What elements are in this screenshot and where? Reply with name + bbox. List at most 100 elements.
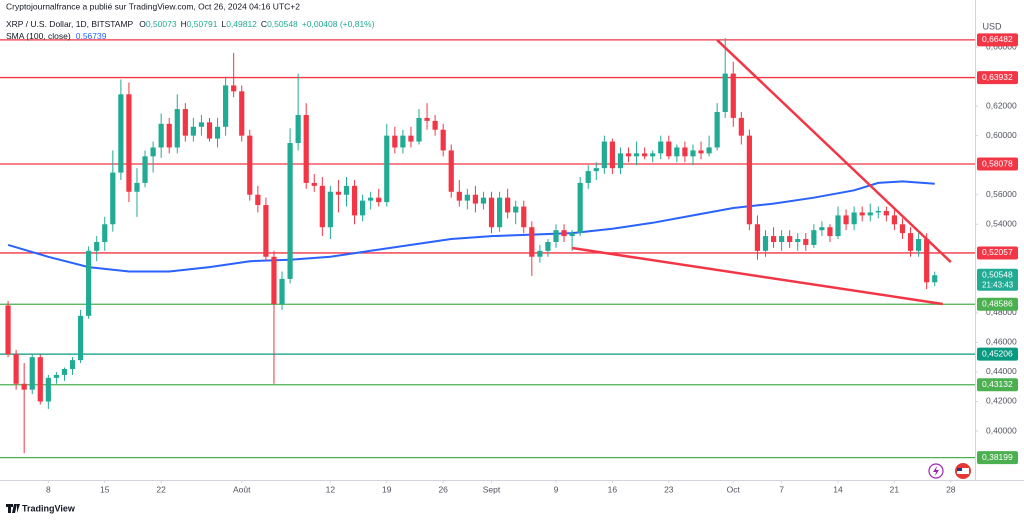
y-tick-label: 0,40000 — [986, 425, 1017, 435]
symbol: XRP / U.S. Dollar, 1D, BITSTAMP — [6, 19, 134, 29]
level-label-box — [977, 33, 1018, 47]
y-tick-label: 0,56000 — [986, 189, 1017, 199]
candle-body — [891, 215, 898, 225]
legend-symbol-line: XRP / U.S. Dollar, 1D, BITSTAMP O0,50073 H… — [6, 19, 375, 29]
candle-body — [625, 153, 632, 157]
candle-body — [231, 85, 237, 92]
candle-body — [5, 305, 11, 355]
candle-body — [932, 275, 938, 283]
level-label: 0,66482 — [982, 34, 1013, 44]
candle-body — [577, 182, 583, 234]
x-tick-label: 16 — [608, 484, 618, 494]
level-label: 0,43132 — [982, 379, 1013, 389]
x-tick-label: 15 — [100, 484, 110, 494]
candle-body — [102, 224, 108, 242]
footer-brand: TradingView — [22, 503, 76, 513]
ohlc-key: L — [221, 19, 226, 29]
candle-body — [69, 360, 76, 370]
candle-body — [214, 126, 221, 139]
candle-body — [851, 212, 857, 225]
candle-body — [464, 194, 470, 201]
candle-body — [650, 153, 656, 157]
candle-body — [795, 239, 801, 242]
level-label-box — [977, 246, 1018, 260]
candle-body — [384, 135, 390, 203]
ohlc-key: H — [181, 19, 187, 29]
candle-body — [448, 150, 454, 192]
candle-body — [875, 210, 881, 213]
candle-body — [239, 91, 245, 136]
lightning-icon[interactable] — [928, 463, 944, 479]
y-tick-label: 0,46000 — [986, 337, 1017, 347]
candle-body — [37, 357, 43, 402]
ohlc-value: 0,49812 — [226, 19, 257, 29]
candle-body — [440, 129, 446, 151]
candle-body — [561, 230, 567, 237]
level-label-box — [977, 347, 1018, 361]
x-tick-label: Août — [233, 484, 251, 494]
candle-body — [424, 117, 430, 121]
candle-body — [53, 374, 60, 378]
ohlc-value: 0,50073 — [146, 19, 177, 29]
candle-body — [13, 354, 19, 384]
x-tick-label: 8 — [46, 484, 51, 494]
x-tick-label: 21 — [890, 484, 900, 494]
candle-body — [255, 194, 261, 206]
level-label: 0,58078 — [982, 158, 1013, 168]
candle-body — [537, 250, 543, 257]
plot-area — [0, 38, 975, 459]
change: +0,00408 (+0,81%) — [302, 19, 375, 29]
candle-body — [263, 205, 269, 257]
candle-body — [287, 143, 293, 279]
candle-body — [416, 117, 422, 142]
trendline — [716, 39, 952, 263]
candle-body — [206, 122, 213, 139]
candle-body — [593, 168, 599, 172]
candle-body — [722, 73, 728, 113]
trendline — [571, 246, 943, 306]
legend-sma-line: SMA (100, close) 0.56739 — [6, 31, 107, 41]
candle-body — [730, 73, 736, 118]
x-tick-label: 22 — [156, 484, 166, 494]
candle-body — [714, 112, 720, 148]
candle-body — [110, 172, 116, 225]
y-tick-label: 0,42000 — [986, 396, 1017, 406]
level-label: 0,63932 — [982, 72, 1013, 82]
candle-body — [585, 171, 591, 183]
candle-body — [311, 182, 317, 186]
candle-body — [29, 357, 35, 390]
x-tick-label: 23 — [664, 484, 674, 494]
level-label: 0,45206 — [982, 348, 1013, 358]
y-tick-label: 0,62000 — [986, 100, 1017, 110]
candle-body — [86, 250, 92, 316]
candle-body — [360, 200, 366, 216]
candle-body — [45, 377, 51, 402]
candle-body — [787, 236, 793, 242]
candle-body — [182, 109, 188, 136]
candle-body — [779, 236, 785, 242]
ohlc-value: 0,50791 — [187, 19, 218, 29]
y-tick-label: 0,60000 — [986, 130, 1017, 140]
sma-name: SMA (100, close) — [6, 31, 71, 41]
candle-body — [762, 236, 769, 251]
ohlc-value: 0,50548 — [267, 19, 298, 29]
candle-body — [376, 197, 382, 203]
candle-body — [633, 153, 640, 157]
y-tick-label: 0,44000 — [986, 366, 1017, 376]
x-tick-label: Oct — [727, 484, 741, 494]
candle-body — [496, 197, 503, 228]
candle-body — [867, 212, 873, 216]
level-label-box — [977, 297, 1018, 311]
x-tick-label: 12 — [326, 484, 336, 494]
candle-body — [247, 135, 253, 195]
candle-body — [134, 182, 140, 192]
candle-body — [545, 241, 551, 251]
candle-body — [279, 278, 285, 305]
candle-body — [513, 206, 519, 213]
candle-body — [746, 135, 752, 225]
candle-body — [303, 114, 309, 183]
candle-body — [505, 197, 511, 213]
x-tick-label: 19 — [382, 484, 392, 494]
